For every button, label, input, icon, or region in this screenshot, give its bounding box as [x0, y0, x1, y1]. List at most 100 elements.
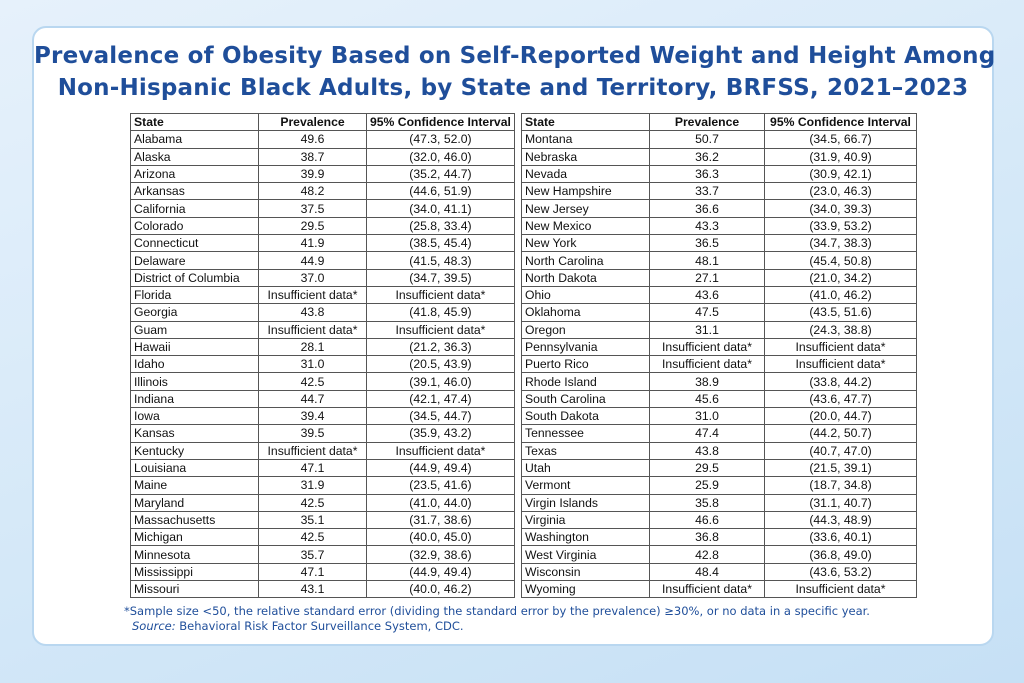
page-title: Prevalence of Obesity Based on Self-Repo…: [34, 40, 996, 104]
ci-cell: (30.9, 42.1): [764, 164, 917, 184]
prevalence-cell: 44.9: [258, 251, 367, 270]
prevalence-cell: 37.5: [258, 199, 367, 218]
prevalence-cell: Insufficient data*: [258, 285, 367, 305]
prevalence-cell: Insufficient data*: [258, 441, 367, 460]
ci-cell: (21.0, 34.2): [764, 268, 917, 287]
ci-cell: (41.5, 48.3): [366, 251, 515, 270]
table-row: Wyoming Insufficient data* Insufficient da…: [521, 580, 917, 599]
table-header-row: State Prevalence 95% Confidence Interval: [521, 112, 917, 132]
ci-cell: (33.9, 53.2): [764, 216, 917, 236]
table-row: Nebraska 36.2 (31.9, 40.9): [521, 147, 917, 166]
table-row: Puerto Rico Insufficient data* Insufficien…: [521, 355, 917, 374]
prevalence-cell: 48.4: [649, 562, 765, 582]
ci-cell: (40.7, 47.0): [764, 441, 917, 460]
table-row: Rhode Island 38.9 (33.8, 44.2): [521, 372, 917, 391]
state-cell: Oklahoma: [521, 303, 650, 322]
ci-cell: (20.0, 44.7): [764, 407, 917, 426]
state-cell: Maryland: [130, 493, 259, 512]
table-row: Alabama 49.6 (47.3, 52.0): [130, 130, 515, 149]
ci-cell: (33.6, 40.1): [764, 528, 917, 547]
state-cell: North Dakota: [521, 268, 650, 287]
prevalence-cell: 35.7: [258, 545, 367, 564]
state-cell: Nevada: [521, 164, 650, 184]
state-cell: South Carolina: [521, 389, 650, 409]
ci-cell: (34.5, 44.7): [366, 407, 515, 426]
state-cell: Iowa: [130, 407, 259, 426]
state-cell: West Virginia: [521, 545, 650, 564]
table-row: Utah 29.5 (21.5, 39.1): [521, 458, 917, 478]
ci-cell: (23.0, 46.3): [764, 182, 917, 201]
table-row: Florida Insufficient data* Insufficient da…: [130, 285, 515, 305]
column-header-state: State: [521, 112, 650, 132]
table-row: North Dakota 27.1 (21.0, 34.2): [521, 268, 917, 287]
ci-cell: (31.9, 40.9): [764, 147, 917, 166]
state-cell: Virginia: [521, 510, 650, 530]
footnote-note: *Sample size <50, the relative standard …: [124, 604, 870, 618]
state-cell: Idaho: [130, 355, 259, 374]
column-header-ci: 95% Confidence Interval: [366, 112, 515, 132]
table-row: Massachusetts 35.1 (31.7, 38.6): [130, 510, 515, 530]
ci-cell: (35.2, 44.7): [366, 164, 515, 184]
state-cell: District of Columbia: [130, 268, 259, 287]
table-row: Louisiana 47.1 (44.9, 49.4): [130, 458, 515, 478]
state-cell: Michigan: [130, 528, 259, 547]
footnote: *Sample size <50, the relative standard …: [124, 604, 870, 634]
table-row: Virgin Islands 35.8 (31.1, 40.7): [521, 493, 917, 512]
table-row: Montana 50.7 (34.5, 66.7): [521, 130, 917, 149]
prevalence-cell: 48.1: [649, 251, 765, 270]
state-cell: Connecticut: [130, 234, 259, 253]
state-cell: Alabama: [130, 130, 259, 149]
state-cell: New Hampshire: [521, 182, 650, 201]
table-row: Delaware 44.9 (41.5, 48.3): [130, 251, 515, 270]
prevalence-cell: 38.7: [258, 147, 367, 166]
prevalence-cell: 43.3: [649, 216, 765, 236]
ci-cell: (36.8, 49.0): [764, 545, 917, 564]
column-header-prevalence: Prevalence: [258, 112, 367, 132]
state-cell: Puerto Rico: [521, 355, 650, 374]
state-cell: Hawaii: [130, 337, 259, 357]
state-cell: Delaware: [130, 251, 259, 270]
prevalence-cell: 47.1: [258, 458, 367, 478]
ci-cell: (21.2, 36.3): [366, 337, 515, 357]
state-cell: Alaska: [130, 147, 259, 166]
table-row: Colorado 29.5 (25.8, 33.4): [130, 216, 515, 236]
prevalence-cell: 36.5: [649, 234, 765, 253]
prevalence-cell: 43.1: [258, 580, 367, 599]
state-cell: Arizona: [130, 164, 259, 184]
table-row: Connecticut 41.9 (38.5, 45.4): [130, 234, 515, 253]
state-cell: Missouri: [130, 580, 259, 599]
prevalence-cell: 41.9: [258, 234, 367, 253]
column-header-state: State: [130, 112, 259, 132]
table-row: District of Columbia 37.0 (34.7, 39.5): [130, 268, 515, 287]
ci-cell: (41.8, 45.9): [366, 303, 515, 322]
table-row: Kentucky Insufficient data* Insufficient d…: [130, 441, 515, 460]
ci-cell: Insufficient data*: [764, 337, 917, 357]
ci-cell: Insufficient data*: [764, 580, 917, 599]
prevalence-cell: 28.1: [258, 337, 367, 357]
state-cell: New York: [521, 234, 650, 253]
prevalence-cell: 31.0: [649, 407, 765, 426]
prevalence-cell: 39.9: [258, 164, 367, 184]
prevalence-cell: 27.1: [649, 268, 765, 287]
ci-cell: (31.1, 40.7): [764, 493, 917, 512]
title-line-1: Prevalence of Obesity Based on Self-Repo…: [34, 43, 996, 69]
ci-cell: (34.5, 66.7): [764, 130, 917, 149]
ci-cell: (20.5, 43.9): [366, 355, 515, 374]
table-row: California 37.5 (34.0, 41.1): [130, 199, 515, 218]
prevalence-cell: 42.5: [258, 372, 367, 391]
table-row: Missouri 43.1 (40.0, 46.2): [130, 580, 515, 599]
prevalence-cell: 36.6: [649, 199, 765, 218]
table-row: Guam Insufficient data* Insufficient data*: [130, 320, 515, 339]
prevalence-cell: 36.2: [649, 147, 765, 166]
ci-cell: (45.4, 50.8): [764, 251, 917, 270]
table-row: Maine 31.9 (23.5, 41.6): [130, 476, 515, 495]
state-cell: Louisiana: [130, 458, 259, 478]
table-row: Ohio 43.6 (41.0, 46.2): [521, 285, 917, 305]
state-cell: Minnesota: [130, 545, 259, 564]
state-cell: Arkansas: [130, 182, 259, 201]
prevalence-cell: 36.8: [649, 528, 765, 547]
ci-cell: (44.6, 51.9): [366, 182, 515, 201]
prevalence-cell: 48.2: [258, 182, 367, 201]
prevalence-cell: 29.5: [258, 216, 367, 236]
table-row: Oregon 31.1 (24.3, 38.8): [521, 320, 917, 339]
